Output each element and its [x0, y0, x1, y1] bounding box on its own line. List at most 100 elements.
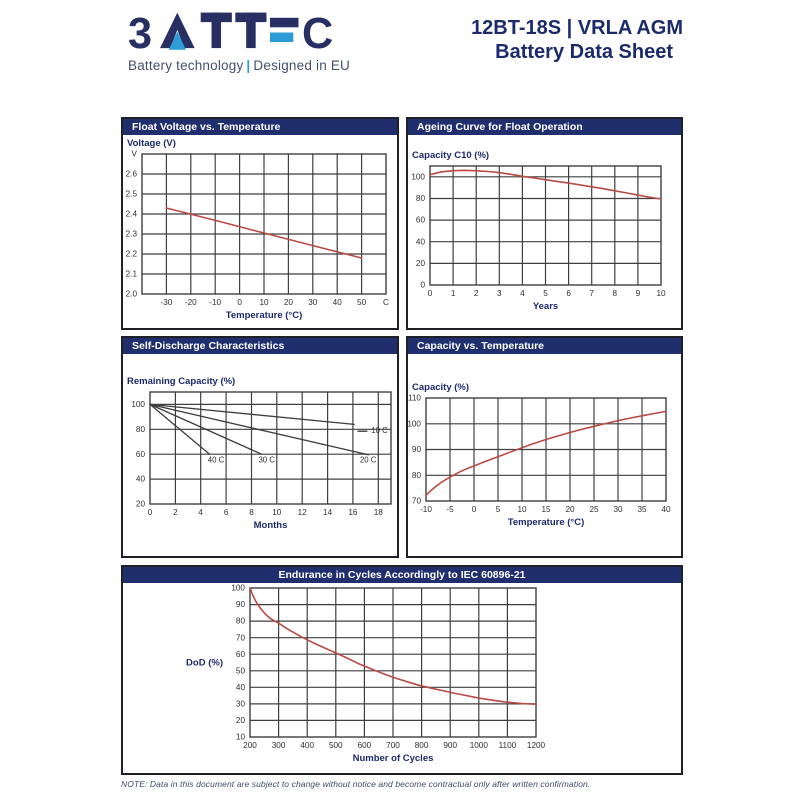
svg-text:1100: 1100 [499, 741, 517, 750]
svg-text:90: 90 [236, 600, 246, 609]
chart-title-endurance-cycles: Endurance in Cycles Accordingly to IEC 6… [123, 567, 681, 583]
svg-text:-5: -5 [446, 505, 454, 514]
svg-text:50: 50 [236, 666, 246, 675]
svg-text:2: 2 [474, 289, 479, 298]
svg-text:-10: -10 [209, 298, 221, 307]
svg-text:6: 6 [566, 289, 571, 298]
svg-text:10 C: 10 C [371, 426, 388, 435]
svg-text:80: 80 [416, 194, 426, 203]
svg-text:90: 90 [412, 445, 422, 454]
svg-text:12: 12 [298, 508, 308, 517]
svg-text:3: 3 [497, 289, 502, 298]
svg-text:700: 700 [386, 741, 400, 750]
svg-text:-30: -30 [160, 298, 172, 307]
chart-ageing-curve-float-operation: 0 1 2 3 4 5 6 7 8 9 10 0 20 40 60 80 100 Capacity C10 (%)… [408, 135, 681, 328]
svg-text:50: 50 [357, 298, 367, 307]
svg-text:500: 500 [329, 741, 343, 750]
svg-text:2.4: 2.4 [126, 210, 138, 219]
svg-text:2.1: 2.1 [126, 270, 138, 279]
svg-text:70: 70 [236, 633, 246, 642]
svg-text:2.6: 2.6 [126, 170, 138, 179]
chart-title-self-discharge: Self-Discharge Characteristics [123, 338, 397, 354]
svg-text:20: 20 [565, 505, 575, 514]
tagline-separator: | [246, 58, 251, 73]
svg-text:900: 900 [443, 741, 457, 750]
logo-letter-e [269, 17, 299, 43]
svg-text:0: 0 [428, 289, 433, 298]
chart-capacity-vs-temperature: -10 -5 0 5 10 15 20 25 30 35 40 70 80 90 100 110 Capacit… [407, 354, 681, 556]
svg-text:0: 0 [420, 281, 425, 290]
svg-text:-10: -10 [420, 505, 432, 514]
svg-text:1000: 1000 [470, 741, 489, 750]
svg-text:DoD (%): DoD (%) [186, 658, 223, 669]
battec-logo-glyphs: 3 C [128, 10, 333, 55]
svg-text:Number of Cycles: Number of Cycles [353, 753, 434, 764]
chart-title-capacity-temperature: Capacity vs. Temperature [408, 338, 681, 354]
svg-text:200: 200 [243, 741, 257, 750]
svg-text:16: 16 [348, 508, 358, 517]
logo-letter-a [160, 12, 195, 49]
svg-text:10: 10 [259, 298, 269, 307]
svg-text:80: 80 [412, 471, 422, 480]
svg-text:15: 15 [541, 505, 551, 514]
svg-text:0: 0 [237, 298, 242, 307]
svg-text:V: V [132, 150, 138, 159]
chart-title-float-voltage: Float Voltage vs. Temperature [123, 119, 397, 135]
svg-text:1200: 1200 [527, 741, 546, 750]
svg-text:100: 100 [408, 419, 421, 428]
logo-letter-b: 3 [128, 10, 152, 55]
svg-text:80: 80 [236, 617, 246, 626]
chart-panel-endurance-cycles: Endurance in Cycles Accordingly to IEC 6… [121, 565, 683, 775]
svg-text:18: 18 [374, 508, 384, 517]
svg-text:Voltage (V): Voltage (V) [127, 138, 176, 149]
svg-text:C: C [383, 298, 389, 307]
svg-text:Capacity C10 (%): Capacity C10 (%) [412, 150, 489, 161]
footer-note: NOTE: Data in this document are subject … [121, 779, 591, 789]
svg-text:60: 60 [136, 450, 146, 459]
svg-text:10: 10 [236, 733, 246, 742]
svg-text:800: 800 [415, 741, 429, 750]
svg-text:100: 100 [231, 584, 245, 593]
svg-text:30: 30 [236, 700, 246, 709]
svg-text:-20: -20 [185, 298, 197, 307]
svg-text:8: 8 [249, 508, 254, 517]
svg-text:2: 2 [173, 508, 178, 517]
svg-text:6: 6 [224, 508, 229, 517]
svg-text:4: 4 [198, 508, 203, 517]
svg-text:30: 30 [613, 505, 623, 514]
svg-text:8: 8 [613, 289, 618, 298]
svg-text:40: 40 [333, 298, 343, 307]
svg-text:Temperature (°C): Temperature (°C) [226, 310, 302, 321]
svg-text:60: 60 [236, 650, 246, 659]
tagline-right: Designed in EU [253, 58, 351, 73]
svg-text:2.5: 2.5 [126, 190, 138, 199]
svg-text:Remaining Capacity (%): Remaining Capacity (%) [127, 376, 235, 387]
svg-text:5: 5 [543, 289, 548, 298]
svg-text:25: 25 [589, 505, 599, 514]
svg-text:40 C: 40 C [208, 455, 225, 464]
svg-text:Months: Months [254, 520, 288, 531]
svg-text:2.3: 2.3 [126, 230, 138, 239]
chart-self-discharge-characteristics: 0 2 4 6 8 10 12 14 16 18 20 40 60 80 100 10 C 20 C 30 C 40… [123, 354, 397, 556]
svg-text:0: 0 [148, 508, 153, 517]
chart-float-voltage-vs-temperature: -30 -20 -10 0 10 20 30 40 50 C 2.0 2.1 2.2 2.3 2.4 2.5 2… [123, 135, 397, 328]
svg-text:Years: Years [533, 301, 558, 312]
svg-text:40: 40 [416, 237, 426, 246]
chart-endurance-in-cycles: 200 300 400 500 600 700 800 900 1000 1100 1200 10 20… [123, 583, 681, 773]
svg-text:60: 60 [416, 216, 426, 225]
logo-letter-t1 [200, 12, 232, 49]
svg-text:2.2: 2.2 [126, 250, 138, 259]
document-title-line2: Battery Data Sheet [495, 41, 673, 63]
tagline-left: Battery technology [128, 58, 244, 73]
svg-text:9: 9 [636, 289, 641, 298]
svg-text:14: 14 [323, 508, 333, 517]
svg-text:35: 35 [637, 505, 647, 514]
logo-a-triangle-icon [168, 31, 186, 50]
chart-title-ageing-curve: Ageing Curve for Float Operation [408, 119, 681, 135]
svg-text:20: 20 [236, 716, 246, 725]
chart-panel-capacity-temperature: Capacity vs. Temperature -10 -5 0 5 10 15 20 25… [406, 336, 683, 558]
svg-text:10: 10 [517, 505, 527, 514]
svg-text:0: 0 [472, 505, 477, 514]
svg-text:2.0: 2.0 [126, 290, 138, 299]
